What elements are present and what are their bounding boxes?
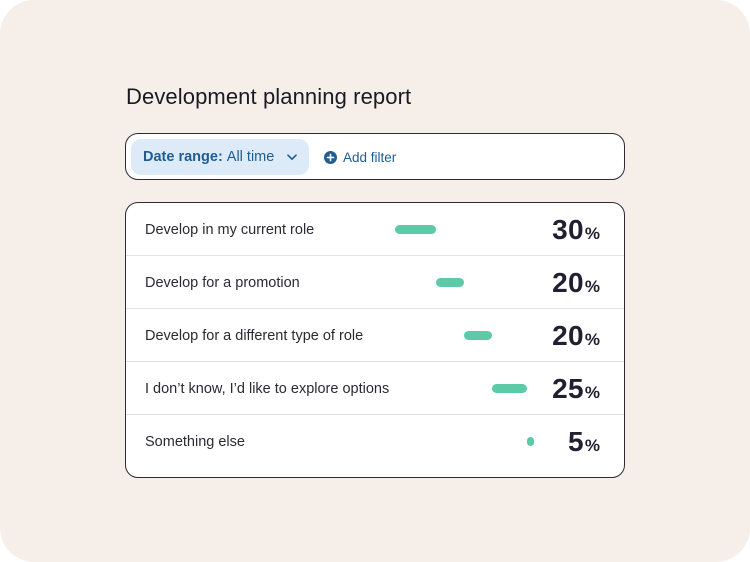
plus-circle-icon <box>324 150 337 164</box>
result-unit: % <box>584 382 600 402</box>
result-unit: % <box>584 435 600 455</box>
result-label: Develop in my current role <box>145 221 315 238</box>
result-unit: % <box>584 329 600 349</box>
result-value: 5 <box>568 425 584 457</box>
result-row: I don’t know, I’d like to explore option… <box>126 362 624 415</box>
result-bar <box>492 384 527 393</box>
result-value: 20 <box>552 319 584 351</box>
page-title: Development planning report <box>126 84 412 109</box>
result-bar <box>395 225 436 234</box>
result-unit: % <box>584 223 600 243</box>
result-value: 20 <box>552 266 584 298</box>
filter-bar: Date range: All time Add filter <box>125 133 625 180</box>
result-percentage: 5 % <box>568 415 600 468</box>
date-range-filter-value: All time <box>226 149 275 165</box>
result-label: Something else <box>145 433 245 450</box>
add-filter-button[interactable]: Add filter <box>324 147 396 167</box>
result-percentage: 25 % <box>552 362 600 415</box>
result-label: Develop for a promotion <box>145 274 300 291</box>
result-row: Develop for a promotion 20 % <box>126 256 624 309</box>
result-label: I don’t know, I’d like to explore option… <box>145 380 390 397</box>
result-row: Develop in my current role 30 % <box>126 203 624 256</box>
result-row: Something else 5 % <box>126 415 624 477</box>
result-bar <box>464 331 492 340</box>
date-range-filter-chip[interactable]: Date range: All time <box>131 139 309 175</box>
result-percentage: 30 % <box>552 203 600 256</box>
result-unit: % <box>584 276 600 296</box>
result-value: 25 <box>552 372 584 404</box>
add-filter-label: Add filter <box>343 149 397 165</box>
result-percentage: 20 % <box>552 309 600 362</box>
result-bar <box>436 278 464 287</box>
results-list: Develop in my current role 30 % Develop … <box>125 202 625 478</box>
date-range-filter-key: Date range: <box>143 149 223 165</box>
result-percentage: 20 % <box>552 256 600 309</box>
result-bar <box>527 437 534 446</box>
result-value: 30 <box>552 213 584 245</box>
chevron-down-icon <box>286 151 298 163</box>
result-row: Develop for a different type of role 20 … <box>126 309 624 362</box>
result-label: Develop for a different type of role <box>145 327 364 344</box>
